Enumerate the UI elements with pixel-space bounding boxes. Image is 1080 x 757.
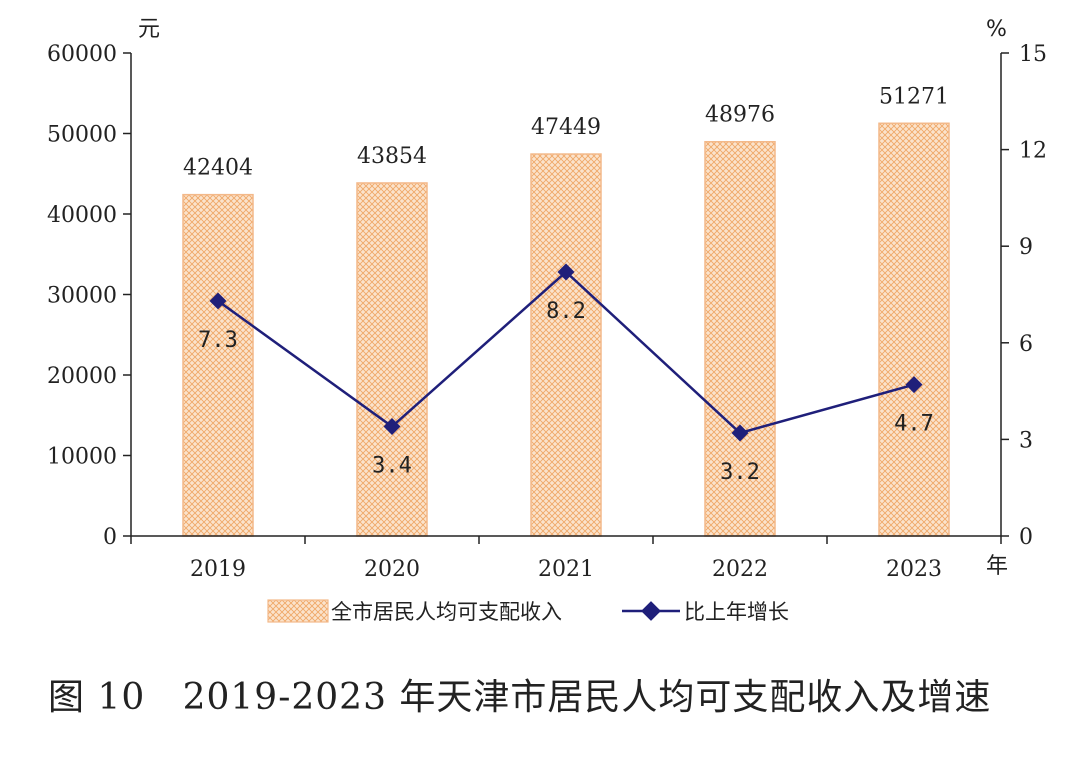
- growth-label-2019: 7.3: [198, 328, 238, 353]
- axes-layer: 0 10000 20000 30000 40000 50000 60000 0 3 6 9 12 15 2…: [47, 42, 1047, 582]
- bar-label-2022: 48976: [705, 103, 775, 128]
- bar-2021: [530, 153, 602, 537]
- bar-label-2020: 43854: [357, 144, 427, 169]
- growth-point-2022: [731, 424, 749, 442]
- left-tick-label-20000: 20000: [47, 364, 117, 389]
- growth-point-2021: [557, 263, 575, 281]
- legend: 全市居民人均可支配收入 比上年增长: [267, 599, 789, 624]
- x-tick-label-2023: 2023: [886, 557, 942, 582]
- left-tick-label-10000: 10000: [47, 445, 117, 470]
- right-tick-label-15: 15: [1019, 42, 1047, 67]
- chart-title: 图 10 2019-2023 年天津市居民人均可支配收入及增速: [48, 677, 991, 718]
- left-axis-unit: 元: [138, 17, 160, 42]
- left-tick-label-60000: 60000: [47, 42, 117, 67]
- growth-point-2019: [209, 292, 227, 310]
- left-tick-label-40000: 40000: [47, 203, 117, 228]
- labels-layer: 42404 43854 47449 48976 51271 7.3 3.4 8.2 3.2 4.7: [183, 84, 949, 485]
- bar-label-2019: 42404: [183, 156, 253, 181]
- bar-label-2021: 47449: [531, 115, 601, 140]
- right-axis-unit: %: [986, 17, 1007, 42]
- bars-layer: [182, 122, 950, 537]
- x-axis-unit: 年: [986, 554, 1008, 579]
- growth-label-2023: 4.7: [894, 412, 934, 437]
- bar-2022: [704, 140, 776, 537]
- bar-label-2023: 51271: [879, 84, 949, 109]
- growth-label-2021: 8.2: [546, 299, 586, 324]
- growth-label-2020: 3.4: [372, 454, 412, 479]
- legend-bar-label: 全市居民人均可支配收入: [331, 600, 562, 624]
- x-tick-label-2019: 2019: [190, 557, 246, 582]
- legend-bar-swatch: [267, 599, 329, 623]
- growth-label-2022: 3.2: [720, 460, 760, 485]
- growth-point-2020: [383, 418, 401, 436]
- right-tick-label-0: 0: [1019, 525, 1033, 550]
- right-tick-label-12: 12: [1019, 139, 1047, 164]
- line-layer: [209, 263, 923, 442]
- growth-point-2023: [905, 376, 923, 394]
- left-tick-label-30000: 30000: [47, 284, 117, 309]
- bar-2023: [878, 122, 950, 537]
- right-tick-label-9: 9: [1019, 235, 1033, 260]
- left-tick-label-0: 0: [103, 525, 117, 550]
- x-tick-label-2021: 2021: [538, 557, 594, 582]
- x-tick-label-2020: 2020: [364, 557, 420, 582]
- right-tick-label-6: 6: [1019, 332, 1033, 357]
- x-tick-label-2022: 2022: [712, 557, 768, 582]
- legend-line-marker: [641, 601, 661, 621]
- bar-2020: [356, 182, 428, 537]
- left-tick-label-50000: 50000: [47, 123, 117, 148]
- bar-2019: [182, 193, 254, 537]
- legend-line-label: 比上年增长: [684, 600, 789, 624]
- right-tick-label-3: 3: [1019, 428, 1033, 453]
